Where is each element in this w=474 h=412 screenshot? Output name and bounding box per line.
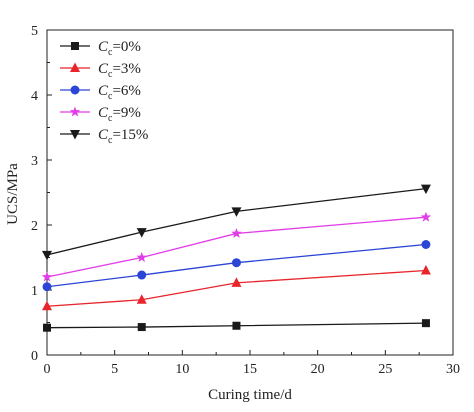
legend-marker [70,62,80,72]
data-point [232,321,241,330]
data-point [421,240,431,249]
data-point [137,270,147,280]
data-point [136,228,147,238]
data-point [41,271,53,282]
y-tick-label: 4 [31,89,38,104]
data-point [231,258,241,268]
x-tick-label: 5 [111,362,118,377]
legend-item-0: Cc=0% [60,39,141,58]
data-point [421,319,430,328]
data-point [136,294,147,304]
legend-label: Cc=6% [98,83,141,102]
series-2 [42,240,431,292]
x-tick-label: 25 [378,362,392,377]
y-axis-ticks: 0 1 2 3 4 5 [31,24,52,364]
legend-item-1: Cc=3% [60,61,141,80]
legend-label: Cc=3% [98,61,141,80]
series-line [46,243,426,288]
legend-label: Cc=9% [98,105,141,124]
y-axis-title: UCS/MPa [5,163,21,225]
x-axis-ticks: 0 5 10 15 20 25 30 [44,350,460,377]
series-line [46,269,426,307]
series-line [46,216,426,278]
series-3 [41,211,432,282]
data-point [420,211,432,222]
x-tick-label: 15 [243,362,257,377]
series-line [46,187,427,256]
data-point [42,300,52,311]
legend-label: Cc=0% [98,39,141,58]
data-point [137,323,146,332]
series-layer [41,184,432,332]
series-line [46,322,426,329]
data-point [420,184,431,195]
legend-marker [70,85,80,95]
data-point [42,282,52,292]
x-tick-label: 20 [311,362,325,377]
legend-item-4: Cc=15% [60,127,148,146]
x-tick-label: 0 [44,362,51,377]
y-tick-label: 0 [31,349,38,364]
legend-label: Cc=15% [98,127,148,146]
data-point [43,323,51,332]
x-tick-label: 30 [446,362,460,377]
series-1 [42,265,431,311]
data-point [231,207,242,217]
data-point [231,277,242,287]
y-tick-label: 5 [31,24,38,39]
legend-marker [69,106,81,117]
x-axis-title: Curing time/d [208,387,292,403]
data-point [136,252,147,262]
data-point [42,250,52,261]
y-tick-label: 1 [31,284,38,299]
data-point [231,227,242,238]
x-tick-label: 10 [175,362,189,377]
y-tick-label: 2 [31,219,38,234]
legend-marker [71,42,79,50]
legend-item-2: Cc=6% [60,83,141,102]
data-point [420,265,431,275]
series-4 [42,184,431,261]
legend: Cc=0% Cc=3% Cc=6% Cc=9% Cc=15% [60,39,148,146]
series-0 [43,319,430,332]
y-tick-label: 3 [31,154,38,169]
legend-item-3: Cc=9% [60,105,141,124]
legend-marker [70,130,80,140]
